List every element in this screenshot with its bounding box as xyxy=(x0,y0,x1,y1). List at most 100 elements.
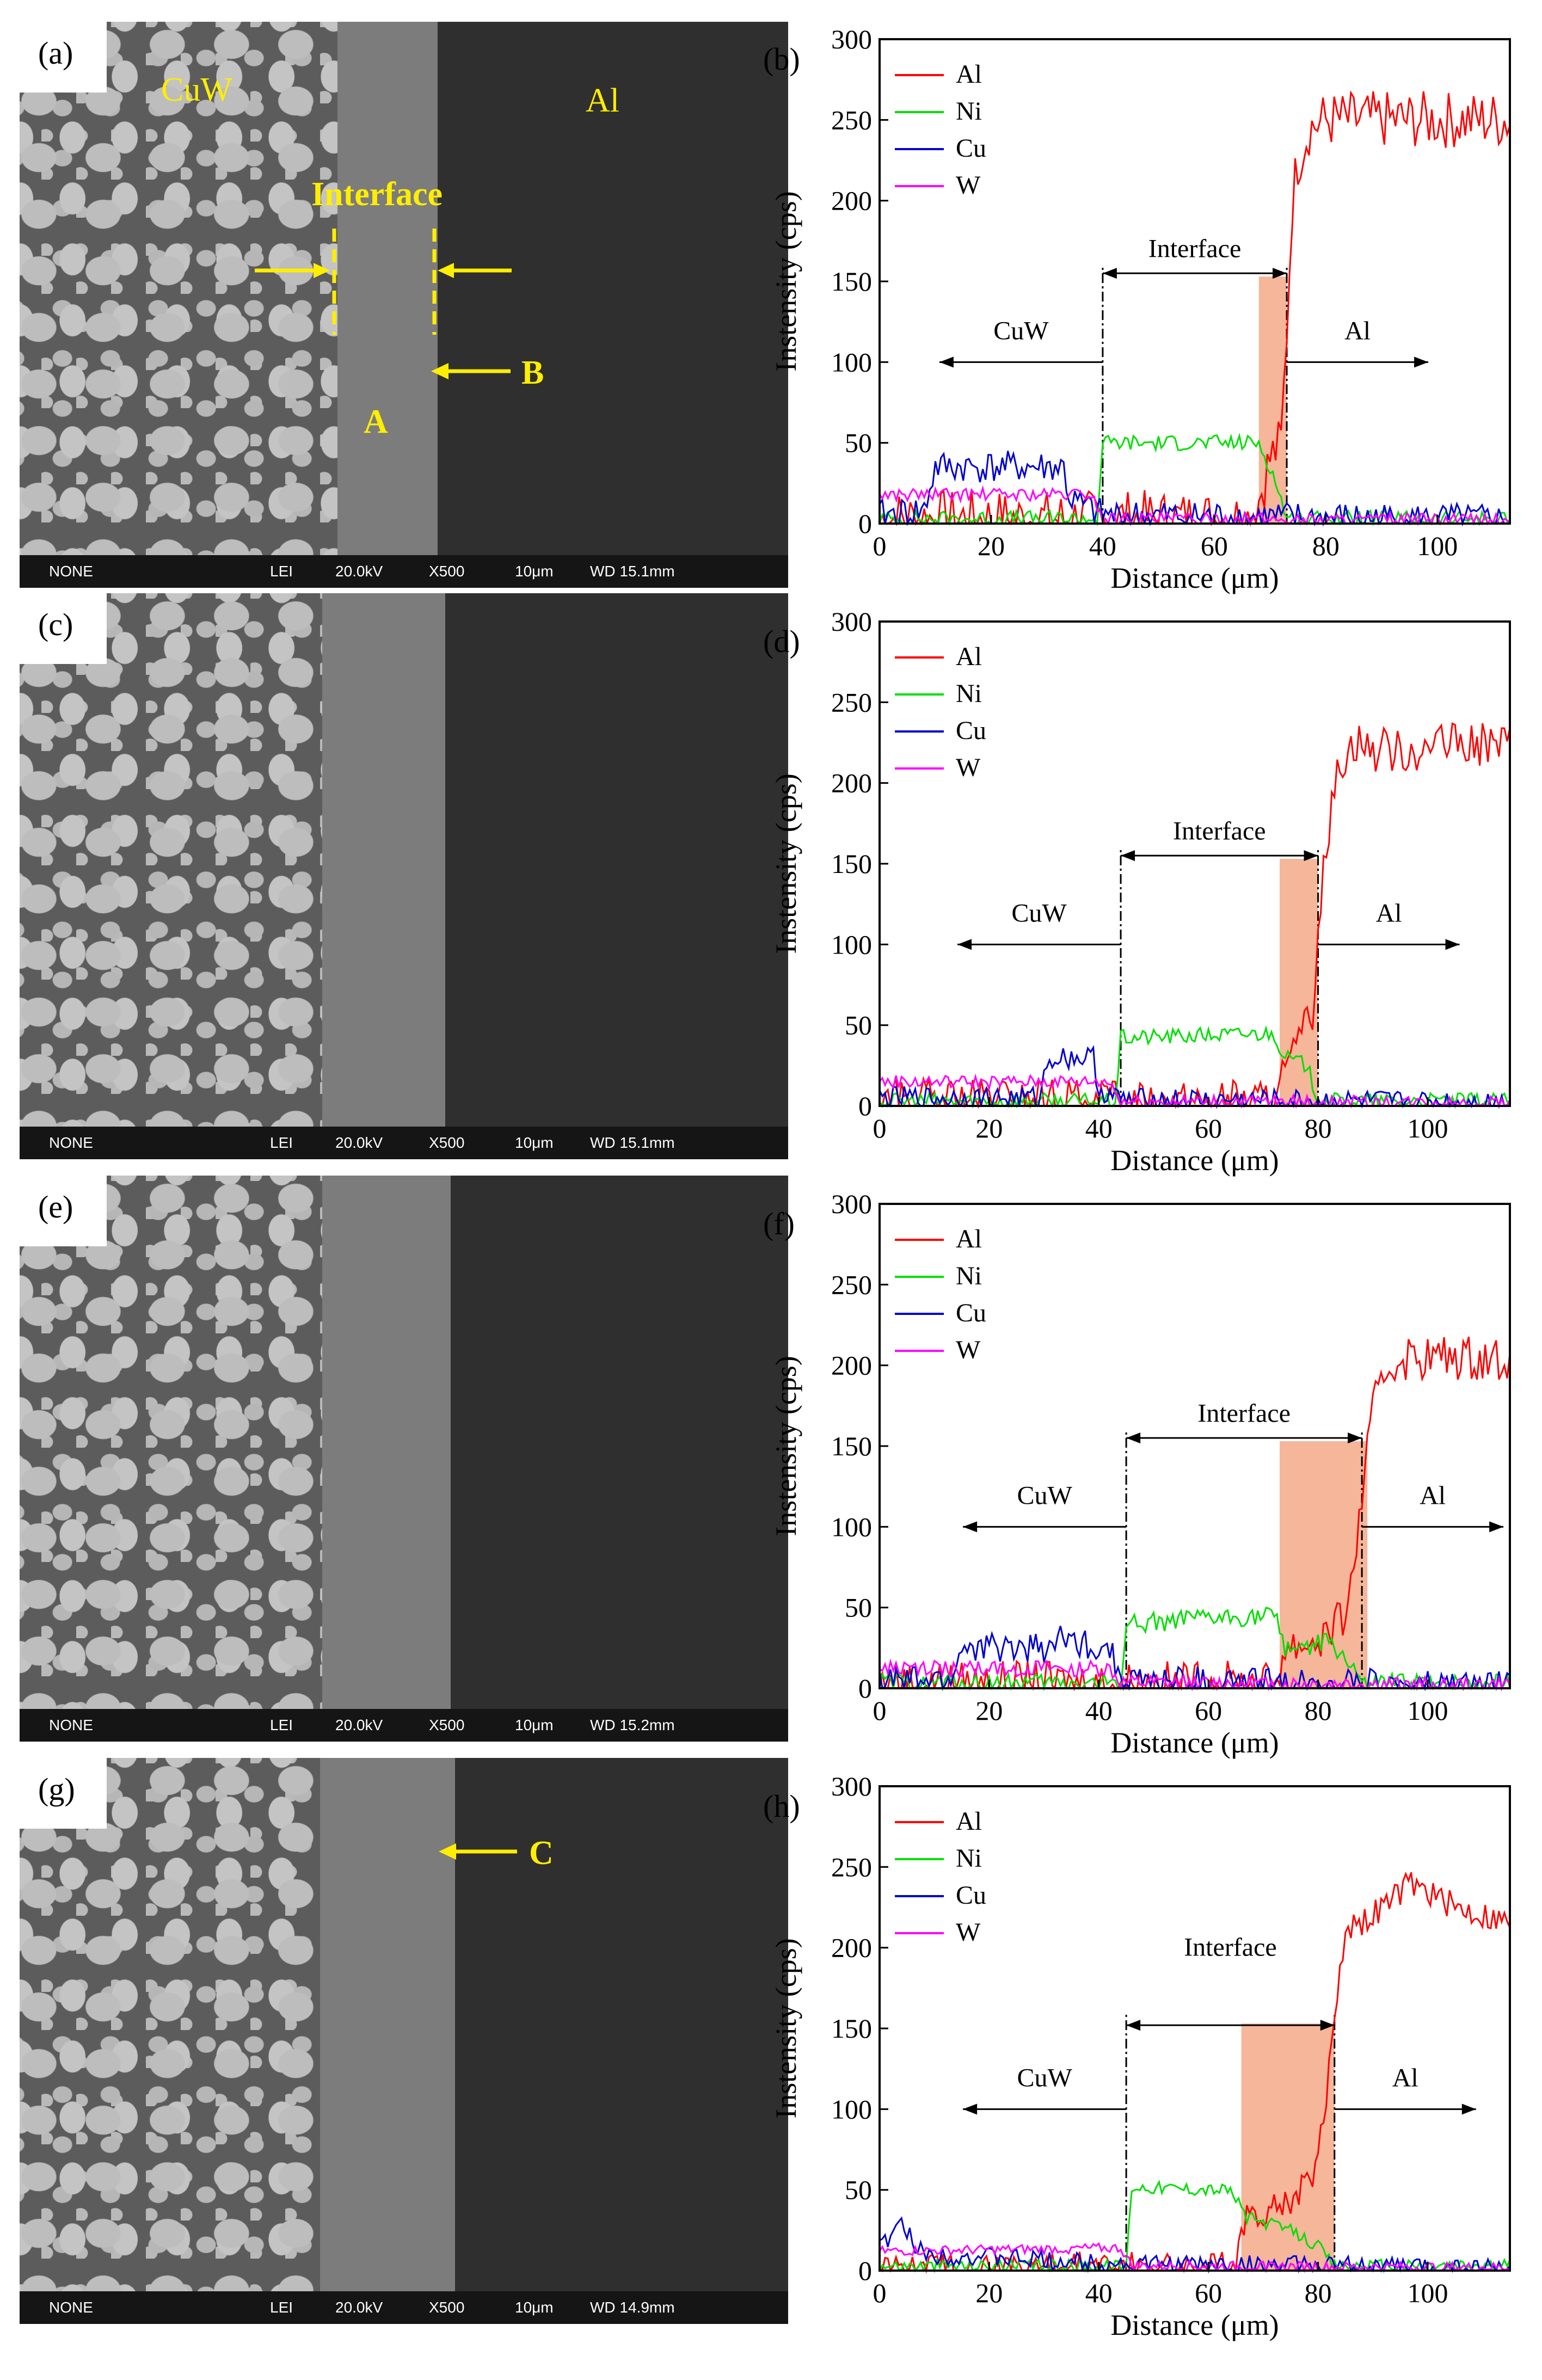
sem-info-bar: NONE LEI 20.0kV X500 10μm WD 15.1mm xyxy=(20,1127,788,1159)
x-tick-label: 80 xyxy=(1312,531,1340,561)
arrow-interface-left-head xyxy=(314,263,330,278)
al-region-label: Al xyxy=(1420,1481,1446,1510)
x-tick-label: 80 xyxy=(1305,2278,1332,2308)
al-region xyxy=(451,1176,788,1709)
al-region-arrowhead xyxy=(1414,356,1429,368)
annotation-al: Al xyxy=(586,82,619,119)
ni-interlayer xyxy=(322,1176,451,1709)
bar-working-distance: WD 15.1mm xyxy=(590,563,675,580)
x-tick-label: 0 xyxy=(873,531,887,561)
bar-mode: NONE xyxy=(49,563,93,580)
annotation-b: B xyxy=(521,354,544,391)
y-axis-title: Instensity (cps) xyxy=(770,773,802,954)
x-axis-title: Distance (μm) xyxy=(1110,2309,1279,2341)
x-tick-label: 60 xyxy=(1195,2278,1222,2308)
x-tick-label: 40 xyxy=(1085,1695,1113,1726)
chart-panel-label: (d) xyxy=(763,624,800,659)
interface-label: Interface xyxy=(1197,1399,1291,1428)
y-tick-label: 100 xyxy=(831,1511,872,1542)
bar-magnification: X500 xyxy=(429,563,465,580)
y-tick-label: 0 xyxy=(858,1673,872,1703)
legend-label-cu: Cu xyxy=(956,716,986,745)
sem-image-a: NONE LEI 20.0kV X500 10μm WD 15.1mm xyxy=(20,22,788,588)
al-region-arrowhead xyxy=(1445,939,1460,950)
annotation-c: C xyxy=(529,1835,554,1872)
bar-detector: LEI xyxy=(270,1134,293,1151)
cuw-region-label: CuW xyxy=(1017,2064,1072,2093)
y-tick-label: 250 xyxy=(831,1852,872,1882)
y-tick-label: 100 xyxy=(831,2094,872,2124)
bar-scale: 10μm xyxy=(515,2299,554,2316)
x-tick-label: 80 xyxy=(1305,1695,1332,1726)
bar-detector: LEI xyxy=(270,563,293,580)
x-tick-label: 0 xyxy=(873,1113,887,1143)
sem-image-c: NONE LEI 20.0kV X500 10μm WD 15.1mm xyxy=(20,593,788,1159)
x-tick-label: 60 xyxy=(1201,531,1228,561)
al-region-arrowhead xyxy=(1489,1521,1504,1533)
annotation-cuw: CuW xyxy=(161,71,232,108)
al-region xyxy=(455,1758,788,2291)
interface-label: Interface xyxy=(1148,235,1242,263)
legend-label-al: Al xyxy=(956,1807,982,1836)
annotation-a: A xyxy=(364,403,388,440)
chart-h: CuW Al Interface 0 20 40 60 80 100 0 50 100 150 200 25… xyxy=(751,1758,1542,2351)
cuw-region-arrowhead xyxy=(963,1521,978,1533)
ni-interlayer xyxy=(320,1758,455,2291)
panel-label-g: (g) xyxy=(38,1772,75,1807)
y-tick-label: 250 xyxy=(831,687,872,717)
x-axis-title: Distance (μm) xyxy=(1110,1144,1279,1177)
interface-label: Interface xyxy=(1173,817,1266,846)
bar-mode: NONE xyxy=(49,2299,93,2316)
x-axis-title: Distance (μm) xyxy=(1110,1726,1279,1759)
bar-scale: 10μm xyxy=(515,1717,554,1733)
legend-label-w: W xyxy=(956,1336,981,1364)
series-line-cu xyxy=(878,1045,1510,1109)
y-tick-label: 300 xyxy=(831,1189,872,1219)
y-tick-label: 0 xyxy=(858,2255,872,2286)
sem-info-bar: NONE LEI 20.0kV X500 10μm WD 14.9mm xyxy=(20,2291,788,2324)
bar-voltage: 20.0kV xyxy=(335,1717,383,1733)
bar-voltage: 20.0kV xyxy=(335,563,383,580)
series-line-cu xyxy=(879,2216,1511,2274)
al-region xyxy=(438,22,788,555)
al-region xyxy=(445,593,788,1127)
x-tick-label: 100 xyxy=(1407,2278,1448,2308)
y-axis-title: Instensity (cps) xyxy=(770,1938,802,2118)
al-region-arrowhead xyxy=(1461,2104,1476,2115)
bar-detector: LEI xyxy=(270,2299,293,2316)
y-tick-label: 250 xyxy=(831,1269,872,1300)
x-tick-label: 100 xyxy=(1407,1695,1448,1726)
y-tick-label: 300 xyxy=(831,24,872,54)
y-tick-label: 200 xyxy=(831,1933,872,1963)
legend-label-w: W xyxy=(956,171,981,200)
arrow-c-head xyxy=(439,1843,456,1860)
legend-label-ni: Ni xyxy=(956,679,982,708)
interface-span-arrowhead-left xyxy=(1126,1432,1141,1444)
x-tick-label: 20 xyxy=(975,2278,1003,2308)
legend-label-al: Al xyxy=(956,1225,982,1253)
panel-label-c: (c) xyxy=(38,607,73,642)
y-tick-label: 50 xyxy=(845,1010,872,1041)
ni-interlayer xyxy=(322,593,445,1127)
series-line-w xyxy=(879,1658,1511,1692)
legend-label-ni: Ni xyxy=(956,1262,982,1290)
x-tick-label: 20 xyxy=(975,1695,1003,1726)
bar-working-distance: WD 15.1mm xyxy=(590,1134,675,1151)
y-tick-label: 150 xyxy=(831,266,872,297)
cuw-region xyxy=(20,1176,322,1709)
sem-image-e: NONE LEI 20.0kV X500 10μm WD 15.2mm xyxy=(20,1176,788,1742)
x-tick-label: 0 xyxy=(873,2278,887,2308)
bar-magnification: X500 xyxy=(429,1717,465,1733)
y-tick-label: 300 xyxy=(831,1771,872,1801)
bar-magnification: X500 xyxy=(429,1134,465,1151)
y-tick-label: 50 xyxy=(845,428,872,458)
chart-b: CuW Al Interface 0 20 40 60 80 100 0 50 100 150 200 25… xyxy=(751,11,1542,604)
y-tick-label: 0 xyxy=(858,508,872,539)
x-tick-label: 80 xyxy=(1305,1113,1332,1143)
series-line-ni xyxy=(878,2180,1511,2274)
interface-span-arrowhead-left xyxy=(1121,850,1135,862)
y-tick-label: 50 xyxy=(845,1592,872,1623)
